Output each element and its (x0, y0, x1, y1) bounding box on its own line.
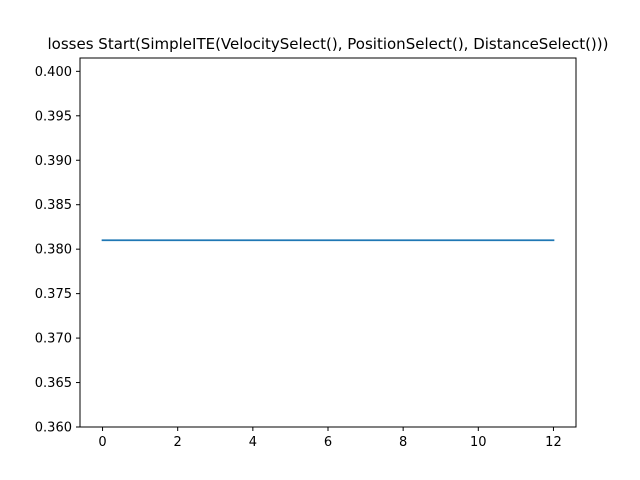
y-tick-label: 0.395 (35, 109, 72, 124)
x-tick-label: 8 (399, 435, 407, 450)
y-tick-label: 0.360 (35, 421, 72, 436)
x-tick-label: 4 (249, 435, 257, 450)
y-tick-label: 0.385 (35, 198, 72, 213)
y-axis: 0.360 0.365 0.370 0.375 0.380 0.385 0.390 0.395… (35, 65, 80, 436)
y-tick-label: 0.380 (35, 243, 72, 258)
x-axis: 0 2 4 6 8 10 12 (98, 427, 562, 450)
y-tick-label: 0.400 (35, 65, 72, 80)
y-tick-label: 0.390 (35, 154, 72, 169)
y-tick-label: 0.370 (35, 332, 72, 347)
x-tick-label: 0 (98, 435, 106, 450)
x-tick-label: 12 (545, 435, 562, 450)
x-tick-label: 10 (470, 435, 487, 450)
axes-frame (79, 57, 577, 428)
y-tick-label: 0.375 (35, 287, 72, 302)
chart-title: losses Start(SimpleITE(VelocitySelect(),… (48, 35, 609, 53)
x-tick-label: 6 (324, 435, 332, 450)
x-tick-label: 2 (174, 435, 182, 450)
y-tick-label: 0.365 (35, 376, 72, 391)
